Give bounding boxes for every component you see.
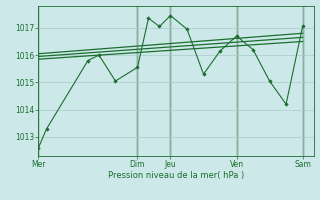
X-axis label: Pression niveau de la mer( hPa ): Pression niveau de la mer( hPa ): [108, 171, 244, 180]
